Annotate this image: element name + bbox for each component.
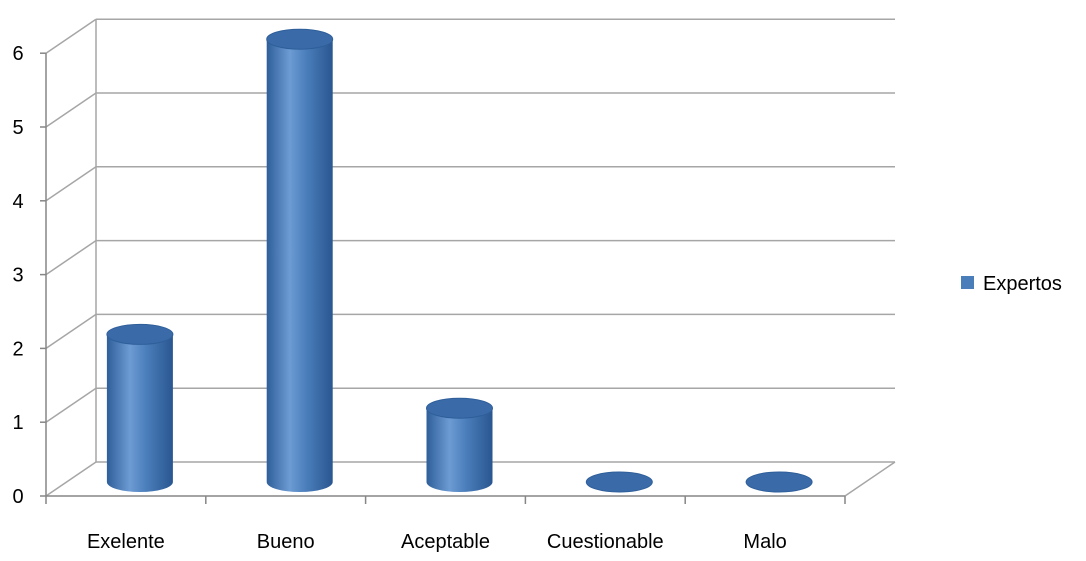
y-tick-label-3: 3 xyxy=(12,265,23,287)
bars xyxy=(106,28,813,493)
y-tick-label-4: 4 xyxy=(12,191,23,213)
legend-swatch xyxy=(961,276,974,289)
bar-top-aceptable xyxy=(426,397,493,419)
gridline-side-6 xyxy=(45,18,97,54)
y-tick-label-1: 1 xyxy=(12,412,23,434)
bar-top-bueno xyxy=(266,28,334,50)
gridline-side-3 xyxy=(45,239,97,276)
gridline-side-4 xyxy=(45,166,97,202)
legend: Expertos xyxy=(961,273,1062,295)
floor-right-edge xyxy=(844,461,896,497)
x-tick-label-malo: Malo xyxy=(743,531,786,553)
bar-cuestionable xyxy=(585,471,653,493)
y-tick-label-5: 5 xyxy=(12,117,23,139)
gridlines xyxy=(45,18,896,497)
y-tick-label-2: 2 xyxy=(12,338,23,360)
bar-aceptable xyxy=(426,397,493,492)
bar-top-cuestionable xyxy=(585,471,653,493)
gridline-side-2 xyxy=(45,313,97,350)
x-tick-label-exelente: Exelente xyxy=(87,531,165,553)
gridline-side-0 xyxy=(45,461,97,497)
bar-bueno xyxy=(266,28,334,492)
bar-exelente xyxy=(106,323,174,492)
x-tick-label-aceptable: Aceptable xyxy=(401,531,490,553)
gridline-side-5 xyxy=(45,92,97,128)
bar-top-malo xyxy=(745,471,813,493)
x-tick-label-cuestionable: Cuestionable xyxy=(547,531,664,553)
bar-top-exelente xyxy=(106,323,174,345)
y-tick-label-6: 6 xyxy=(12,43,23,65)
x-tick-label-bueno: Bueno xyxy=(257,531,315,553)
axes xyxy=(40,52,846,504)
gridline-side-1 xyxy=(45,387,97,423)
bar-body-bueno xyxy=(266,39,333,492)
axis-labels: 0 1 2 3 4 5 6 Exelente Bueno Aceptable Cuestionabl… xyxy=(12,43,786,553)
y-tick-label-0: 0 xyxy=(12,486,23,508)
bar-body-exelente xyxy=(106,334,173,492)
legend-label-expertos: Expertos xyxy=(983,273,1062,295)
bar-body-aceptable xyxy=(426,408,493,492)
bar-malo xyxy=(745,471,813,493)
